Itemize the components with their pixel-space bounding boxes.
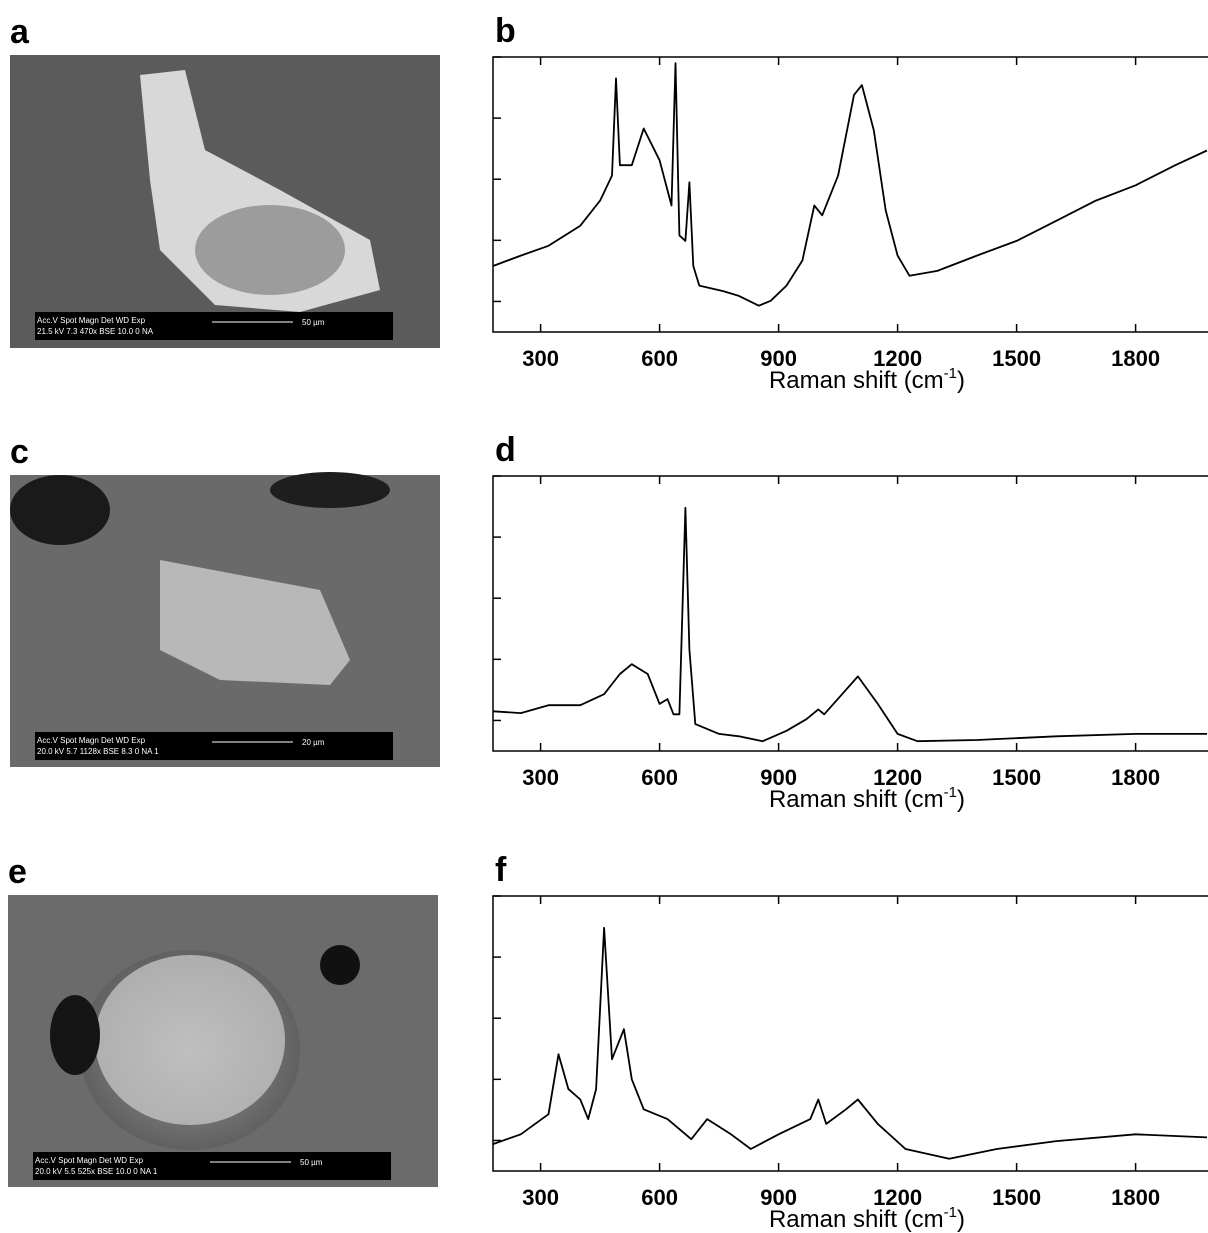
x-tick-label: 1500 — [992, 1185, 1041, 1210]
x-tick-label: 600 — [641, 346, 678, 371]
x-axis-label-main: Raman shift (cm — [769, 786, 944, 813]
info-bar — [35, 312, 393, 340]
x-tick-label: 900 — [760, 1185, 797, 1210]
info-values: 20.0 kV 5.5 525x BSE 10.0 0 NA 1 — [35, 1167, 158, 1176]
x-axis-label-end: ) — [957, 786, 965, 813]
panel-label: c — [10, 433, 29, 471]
x-axis-label-sup: -1 — [944, 365, 957, 382]
panel-label: d — [495, 431, 516, 469]
sem-image — [10, 55, 440, 348]
x-tick-label: 1200 — [873, 765, 922, 790]
x-tick-label: 900 — [760, 346, 797, 371]
info-values: 20.0 kV 5.7 1128x BSE 8.3 0 NA 1 — [37, 747, 159, 756]
plot-frame — [492, 475, 1208, 752]
x-tick-label: 600 — [641, 1185, 678, 1210]
scale-label: 20 µm — [302, 738, 325, 747]
x-axis-label-end: ) — [957, 1206, 965, 1233]
spectrum-line — [492, 926, 1208, 1160]
panel-label: b — [495, 12, 516, 50]
x-tick-label: 300 — [522, 1185, 559, 1210]
panel-label: a — [10, 13, 30, 51]
x-tick-label: 900 — [760, 765, 797, 790]
x-tick-label: 1800 — [1111, 765, 1160, 790]
sem-image — [8, 895, 438, 1187]
x-axis-label-sup: -1 — [944, 784, 957, 801]
x-axis-label-main: Raman shift (cm — [769, 367, 944, 394]
spectrum-line — [492, 506, 1207, 743]
x-tick-label: 300 — [522, 346, 559, 371]
info-header: Acc.V Spot Magn Det WD Exp — [35, 1156, 144, 1165]
x-tick-label: 1500 — [992, 765, 1041, 790]
x-axis-label: Raman shift (cm-1) — [769, 365, 965, 394]
x-tick-label: 1800 — [1111, 1185, 1160, 1210]
x-axis-label-main: Raman shift (cm — [769, 1206, 944, 1233]
sem-image — [10, 472, 440, 767]
scale-label: 50 µm — [302, 318, 325, 327]
info-bar — [35, 732, 393, 760]
x-tick-label: 1200 — [873, 1185, 922, 1210]
x-axis-label-sup: -1 — [944, 1204, 957, 1221]
scale-label: 50 µm — [300, 1158, 323, 1167]
x-tick-label: 1200 — [873, 346, 922, 371]
spectrum-line — [492, 62, 1208, 307]
plot-frame — [492, 56, 1208, 333]
x-tick-label: 600 — [641, 765, 678, 790]
info-header: Acc.V Spot Magn Det WD Exp — [37, 316, 146, 325]
panel-label: f — [495, 851, 507, 889]
x-tick-label: 300 — [522, 765, 559, 790]
info-bar — [33, 1152, 391, 1180]
x-tick-label: 1500 — [992, 346, 1041, 371]
x-axis-label: Raman shift (cm-1) — [769, 1204, 965, 1233]
info-values: 21.5 kV 7.3 470x BSE 10.0 0 NA — [37, 327, 154, 336]
x-axis-label: Raman shift (cm-1) — [769, 784, 965, 813]
info-header: Acc.V Spot Magn Det WD Exp — [37, 736, 146, 745]
panel-label: e — [8, 853, 27, 891]
x-axis-label-end: ) — [957, 367, 965, 394]
x-tick-label: 1800 — [1111, 346, 1160, 371]
plot-frame — [492, 895, 1208, 1172]
